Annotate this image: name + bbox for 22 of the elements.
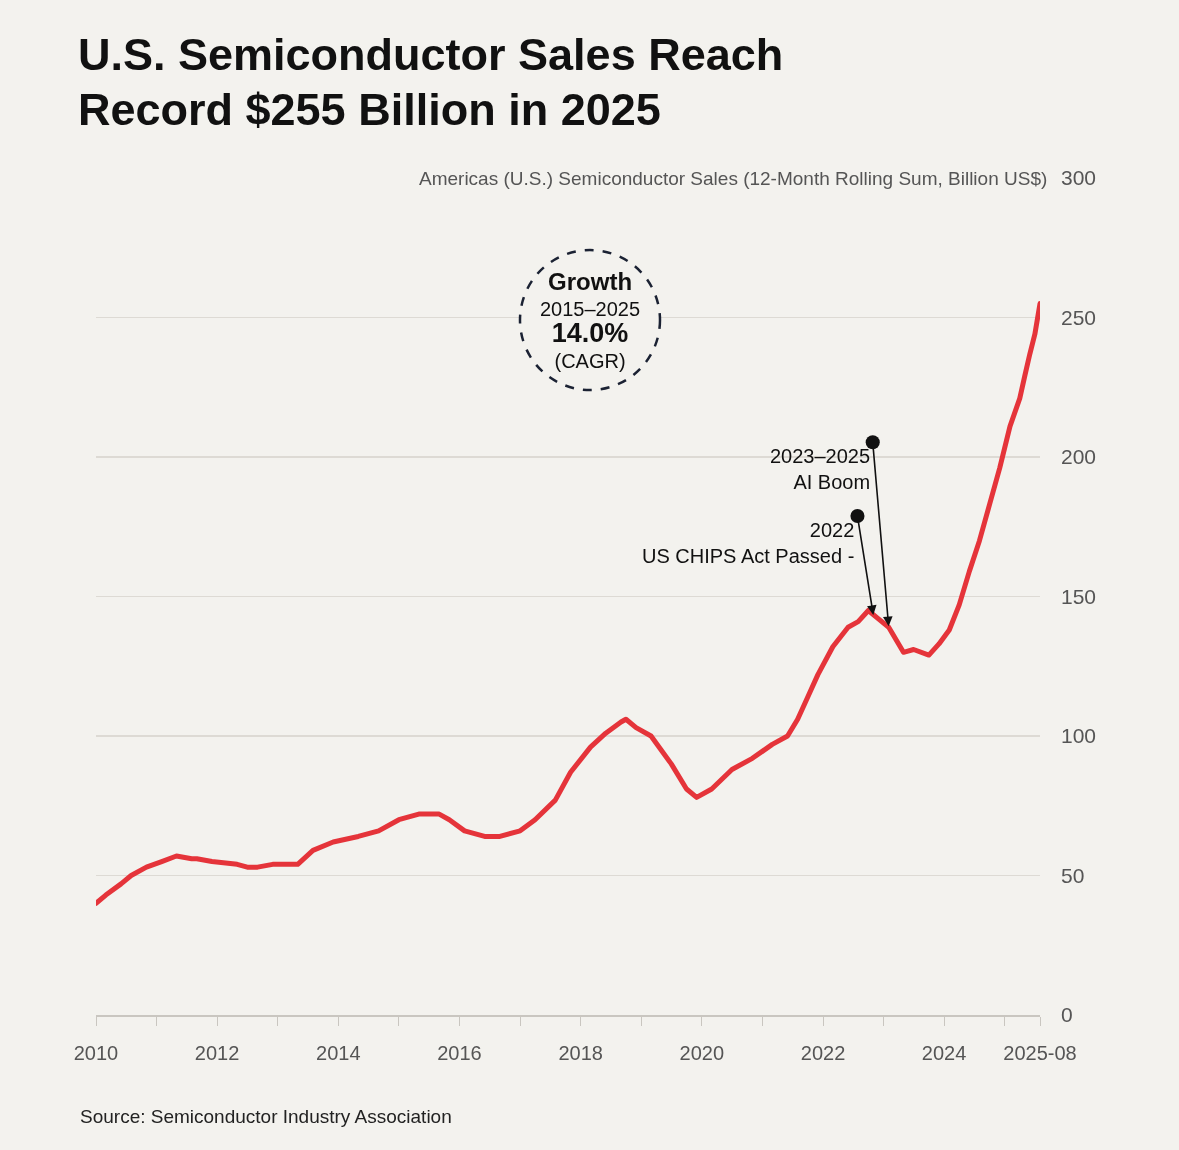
x-tick-label: 2014 bbox=[316, 1041, 361, 1064]
x-tick-label: 2018 bbox=[558, 1041, 603, 1064]
y-tick-label: 250 bbox=[1061, 305, 1097, 329]
x-tick-label: 2012 bbox=[194, 1041, 240, 1064]
y-tick-label: 50 bbox=[1061, 863, 1085, 887]
x-tick-label: 2010 bbox=[73, 1041, 119, 1064]
y-tick-label: 150 bbox=[1061, 584, 1097, 608]
y-tick-label: 300 bbox=[1061, 166, 1097, 190]
x-tick-label: 2016 bbox=[437, 1041, 482, 1064]
source-note: Source: Semiconductor Industry Association bbox=[80, 1106, 452, 1127]
y-tick-label: 0 bbox=[1061, 1003, 1073, 1027]
x-tick-label: 2020 bbox=[679, 1041, 725, 1064]
y-tick-label: 200 bbox=[1061, 445, 1097, 469]
annotation: 2023–2025 AI Boom bbox=[770, 445, 871, 493]
y-axis-title: Americas (U.S.) Semiconductor Sales (12-Month Rolling Sum, Billion US$) bbox=[419, 168, 1048, 189]
y-tick-label: 100 bbox=[1061, 724, 1097, 748]
x-tick-label: 2022 bbox=[800, 1041, 846, 1064]
x-tick-label: 2024 bbox=[921, 1041, 967, 1064]
x-tick-label: 2025-08 bbox=[1003, 1041, 1077, 1064]
annotation: 2022 US CHIPS Act Passed - bbox=[642, 519, 855, 567]
chart-title: U.S. Semiconductor Sales Reach Record $255 Billion in 2025 bbox=[78, 28, 785, 137]
annotation: Growth 2015–2025 14.0% (CAGR) bbox=[540, 268, 641, 372]
